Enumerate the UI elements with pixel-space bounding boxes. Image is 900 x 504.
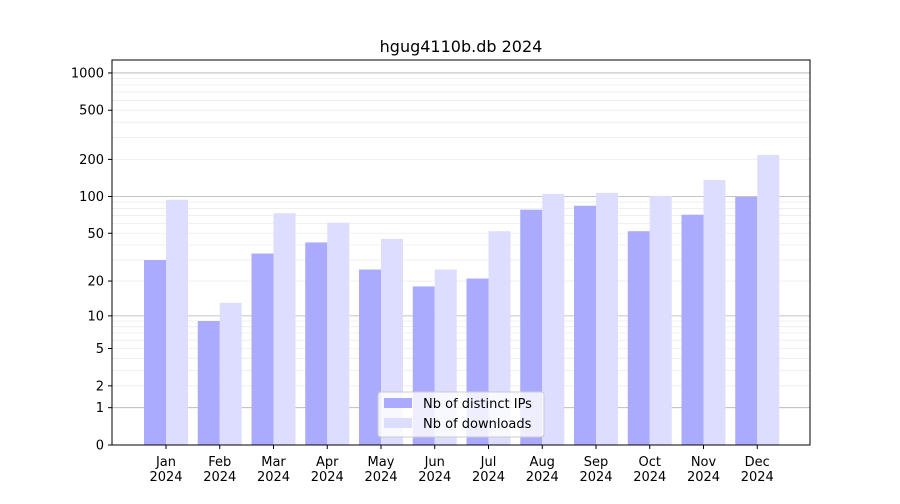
- chart-title: hgug4110b.db 2024: [380, 37, 543, 56]
- x-tick-label: Apr 2024: [311, 455, 344, 485]
- x-tick-label: May 2024: [364, 455, 397, 485]
- bar-distinct-ips: [305, 242, 328, 445]
- x-tick-label: Oct 2024: [633, 455, 666, 485]
- x-tick-label: Feb 2024: [203, 455, 236, 485]
- x-tick-label: Jul 2024: [472, 455, 505, 485]
- bar-downloads: [703, 180, 726, 446]
- bar-downloads: [166, 199, 188, 445]
- x-tick-label: Jan 2024: [149, 455, 182, 485]
- y-tick-label: 1000: [71, 66, 104, 81]
- legend: Nb of distinct IPs Nb of downloads: [377, 391, 545, 438]
- legend-swatch: [384, 398, 412, 408]
- y-tick-label: 50: [87, 227, 104, 242]
- y-tick-label: 1: [96, 401, 104, 416]
- bar-distinct-ips: [144, 260, 166, 445]
- bar-distinct-ips: [251, 253, 274, 445]
- plot-frame: [111, 59, 811, 446]
- y-tick-label: 10: [87, 309, 104, 324]
- bar-distinct-ips: [735, 197, 758, 445]
- bar-distinct-ips: [681, 214, 704, 445]
- legend-swatch: [384, 418, 412, 428]
- x-axis: Jan 2024 Feb 2024 Mar 2024 Apr 2024 May 2024 Jun 20…: [149, 445, 774, 485]
- x-tick-label: Nov 2024: [687, 455, 720, 485]
- bar-distinct-ips: [520, 209, 543, 445]
- legend-label: Nb of downloads: [423, 417, 532, 432]
- y-axis: 0 1 2 5 10 20 50 100 200 500 1000: [71, 66, 112, 454]
- y-tick-label: 0: [96, 439, 104, 454]
- bar-downloads: [219, 302, 242, 445]
- y-tick-label: 2: [96, 379, 104, 394]
- x-tick-label: Dec 2024: [741, 455, 774, 485]
- y-tick-label: 500: [79, 104, 104, 119]
- bar-distinct-ips: [359, 269, 381, 445]
- bar-distinct-ips: [574, 205, 596, 445]
- legend-box: [377, 391, 545, 438]
- y-tick-label: 200: [79, 153, 104, 168]
- bar-downloads: [757, 155, 780, 446]
- bar-downloads: [327, 222, 350, 445]
- x-tick-label: Sep 2024: [579, 455, 612, 485]
- legend-label: Nb of distinct IPs: [423, 397, 532, 412]
- bar-downloads: [649, 195, 672, 445]
- bar-distinct-ips: [627, 231, 650, 445]
- x-tick-label: Mar 2024: [257, 455, 290, 485]
- bar-downloads: [273, 213, 296, 445]
- bar-distinct-ips: [197, 321, 220, 445]
- bar-downloads: [596, 192, 618, 445]
- y-tick-label: 20: [87, 275, 104, 290]
- x-tick-label: Aug 2024: [526, 455, 559, 485]
- y-tick-label: 100: [79, 190, 104, 205]
- x-tick-label: Jun 2024: [418, 455, 451, 485]
- y-tick-label: 5: [96, 342, 104, 357]
- bar-downloads: [542, 193, 565, 445]
